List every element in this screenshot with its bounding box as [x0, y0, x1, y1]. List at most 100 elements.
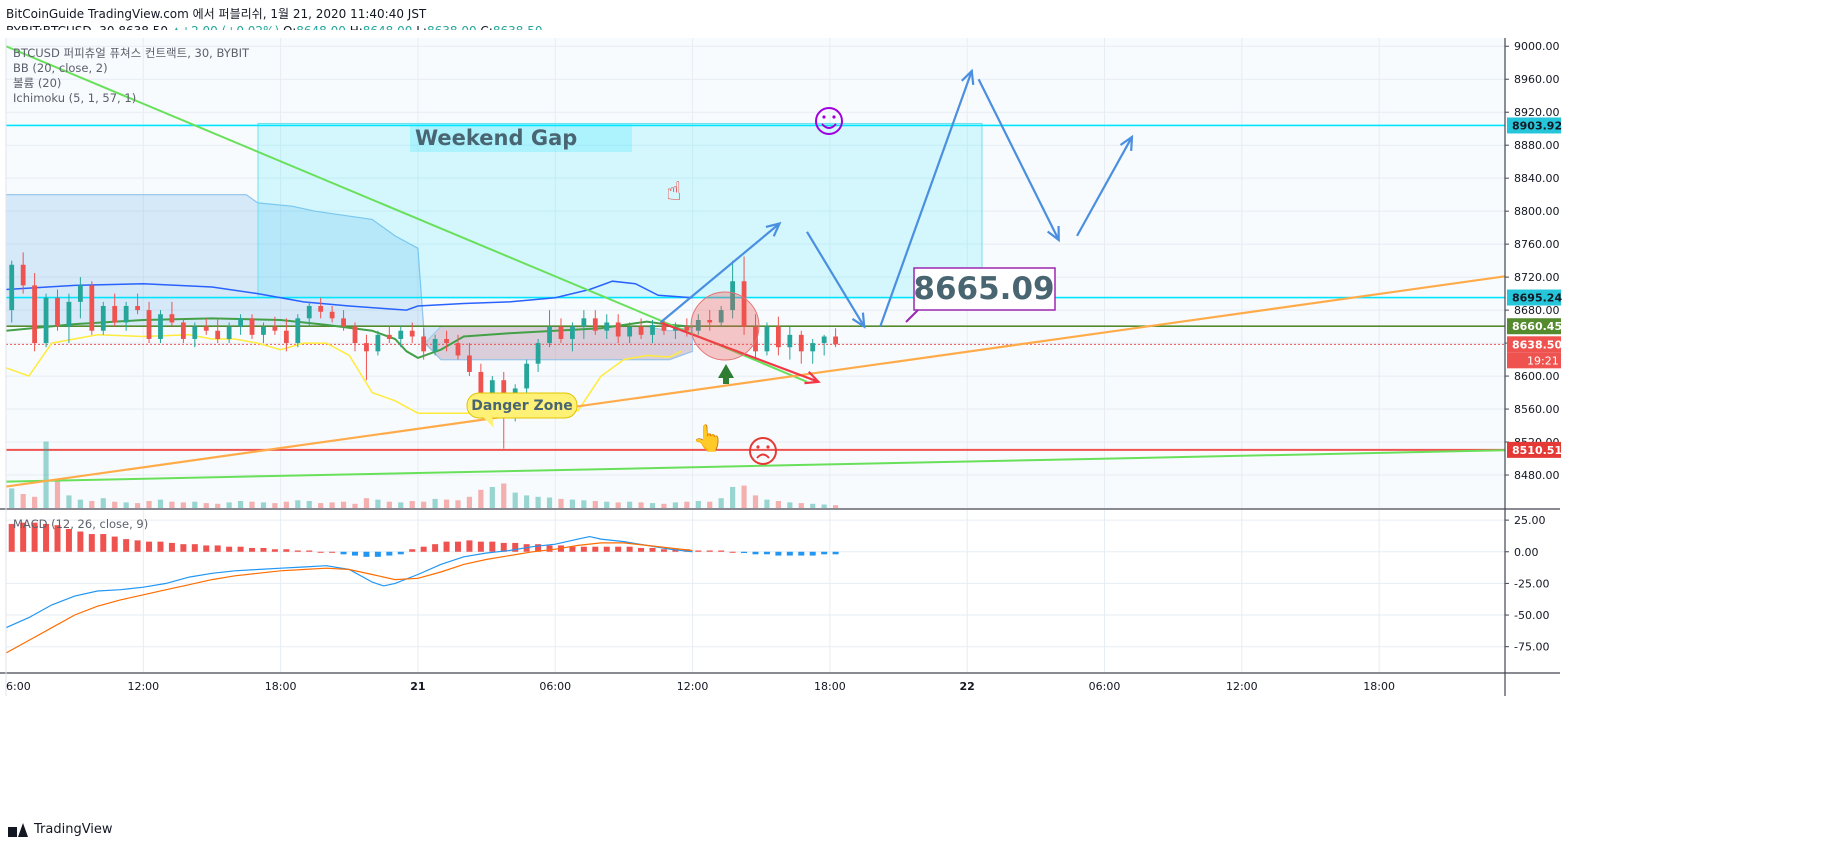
- macd-hist-bar: [43, 523, 50, 552]
- volume-bar: [295, 500, 301, 508]
- candle-body: [89, 285, 95, 331]
- up-arrow-icon: [718, 364, 734, 384]
- volume-bar: [249, 501, 255, 508]
- macd-hist-bar: [306, 550, 313, 552]
- macd-hist-bar: [146, 541, 153, 552]
- main-pane-bg: [6, 38, 1505, 508]
- descending-trendline-2: [5, 449, 1506, 483]
- macd-tick-label: -50.00: [1514, 609, 1549, 622]
- macd-hist-bar: [821, 551, 828, 555]
- time-tick-label: 12:00: [127, 680, 159, 693]
- macd-hist-bar: [111, 536, 118, 552]
- candle-body: [638, 326, 644, 335]
- volume-bar: [592, 501, 598, 508]
- candle-body: [226, 326, 232, 339]
- projection-arrow: [659, 222, 781, 324]
- macd-hist-bar: [454, 541, 461, 552]
- happy-face-eye: [832, 115, 836, 119]
- macd-hist-bar: [763, 551, 770, 555]
- volume-bar: [604, 501, 610, 508]
- volume-bar: [215, 503, 221, 508]
- time-tick-label: 22: [960, 680, 975, 693]
- volume-bar: [146, 501, 152, 508]
- volume-bar: [375, 499, 381, 508]
- volume-bar: [398, 502, 404, 508]
- macd-hist-bar: [100, 534, 107, 552]
- candle-body: [283, 330, 289, 344]
- volume-bar: [272, 503, 278, 508]
- volume-bar: [821, 504, 827, 508]
- sad-face-eye: [766, 445, 770, 449]
- macd-hist-bar: [615, 546, 622, 552]
- macd-hist-bar: [249, 547, 256, 552]
- price-tick-label: 8600.00: [1514, 370, 1560, 383]
- macd-hist-bar: [798, 551, 805, 556]
- footer-brand: TradingView: [34, 822, 113, 837]
- candle-body: [77, 285, 83, 302]
- legend-item: Ichimoku (5, 1, 57, 1): [13, 91, 136, 105]
- reversal-circle: [690, 291, 760, 361]
- macd-hist-bar: [123, 539, 130, 552]
- macd-hist-bar: [329, 551, 336, 553]
- candle-body: [581, 318, 587, 327]
- volume-bar: [478, 489, 484, 508]
- volume-bar: [764, 499, 770, 508]
- volume-bar: [157, 499, 164, 508]
- down-arrow: [660, 321, 819, 383]
- macd-hist-bar: [500, 542, 507, 552]
- candle-body: [261, 326, 266, 335]
- macd-hist-bar: [729, 551, 736, 553]
- macd-hist-bar: [180, 544, 187, 552]
- candle-body: [707, 320, 713, 323]
- chart-canvas[interactable]: Weekend Gap ☝ 👆 8665.09 Danger Zone BTCUSD 퍼피…: [0, 0, 1828, 820]
- price-label-bg: [1507, 289, 1561, 306]
- macd-hist-bar: [226, 546, 233, 552]
- volume-bar: [260, 502, 267, 508]
- macd-hist-bar: [294, 550, 301, 552]
- macd-hist-bar: [649, 547, 656, 552]
- candle-body: [421, 336, 427, 352]
- target-callout-pointer: [905, 309, 919, 323]
- candle-body: [775, 326, 781, 348]
- macd-hist-bar: [374, 551, 381, 557]
- time-tick-label: 6:00: [6, 680, 31, 693]
- candle-body: [547, 326, 552, 344]
- price-tick-label: 8880.00: [1514, 139, 1560, 152]
- volume-bar: [134, 503, 141, 508]
- price-tick-label: 8920.00: [1514, 106, 1560, 119]
- candle-body: [238, 318, 243, 327]
- volume-bar: [409, 501, 415, 508]
- price-tick-label: 9000.00: [1514, 40, 1560, 53]
- volume-bar: [512, 492, 518, 508]
- macd-hist-bar: [134, 540, 141, 552]
- candle-body: [592, 318, 598, 331]
- candle-body: [180, 322, 186, 339]
- candle-body: [558, 326, 564, 339]
- candle-body: [158, 314, 163, 339]
- descending-trendline: [5, 45, 808, 383]
- volume-bar: [237, 501, 244, 508]
- macd-hist-bar: [466, 540, 473, 552]
- macd-hist-bar: [420, 546, 427, 552]
- volume-bar: [226, 502, 232, 508]
- macd-hist-bar: [432, 544, 439, 552]
- volume-bar: [489, 487, 495, 508]
- macd-hist-bar: [660, 549, 667, 552]
- candle-body: [352, 326, 358, 344]
- candle-body: [821, 336, 827, 344]
- macd-hist-bar: [363, 551, 370, 557]
- sad-face-icon: [749, 437, 777, 465]
- time-tick-label: 18:00: [265, 680, 297, 693]
- candle-body: [650, 324, 655, 335]
- price-label-bg: [1507, 117, 1561, 134]
- candle-body: [753, 326, 758, 352]
- volume-bar: [20, 494, 26, 508]
- volume-bar: [329, 502, 335, 508]
- candle-body: [364, 343, 369, 352]
- sad-face-mouth: [756, 453, 770, 459]
- weekend-gap-label: Weekend Gap: [415, 126, 577, 150]
- volume-bar: [695, 501, 701, 508]
- volume-bar: [535, 496, 541, 508]
- price-label-text: 8695.24: [1512, 292, 1562, 305]
- time-tick-label: 18:00: [1363, 680, 1395, 693]
